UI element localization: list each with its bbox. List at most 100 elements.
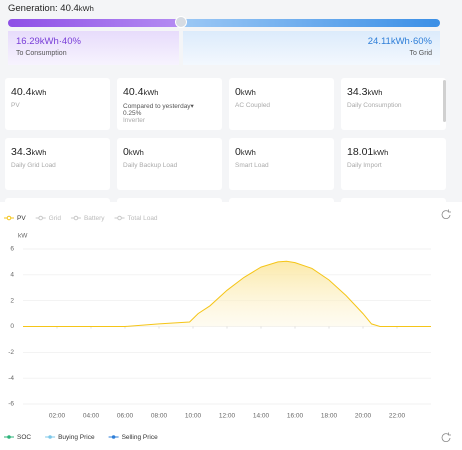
- stat-unit: kWh: [128, 148, 144, 157]
- legend-label[interactable]: Buying Price: [58, 434, 95, 441]
- legend-marker: [48, 435, 52, 439]
- consumption-box: 16.29kWh·40% To Consumption: [8, 31, 179, 65]
- x-tick-label: 20:00: [355, 413, 372, 420]
- stat-card: 0kWh AC Coupled: [229, 78, 334, 130]
- stat-card: 0kWh Smart Load: [229, 138, 334, 190]
- y-tick-label: -6: [8, 401, 14, 408]
- stat-unit: kWh: [31, 88, 47, 97]
- stat-label: Inverter: [123, 117, 146, 124]
- stat-card: 34.3kWh Daily Grid Load: [5, 138, 110, 190]
- y-tick-label: -4: [8, 375, 14, 382]
- grid-value: 24.11kWh·60%: [367, 36, 432, 47]
- stat-card: 0kWh Daily Backup Load: [117, 138, 222, 190]
- stat-unit: kWh: [373, 148, 389, 157]
- stat-unit: kWh: [240, 88, 256, 97]
- stat-label: Daily Grid Load: [11, 162, 56, 169]
- legend-label[interactable]: Battery: [84, 215, 105, 222]
- legend-marker: [111, 435, 116, 439]
- stat-card: 18.01kWh Daily Import: [341, 138, 446, 190]
- summary-panel: Generation: 40.4kWh 16.29kWh·40% To Cons…: [0, 0, 462, 202]
- x-tick-label: 10:00: [185, 413, 202, 420]
- split-handle[interactable]: [174, 16, 187, 28]
- x-tick-label: 08:00: [151, 413, 168, 420]
- x-tick-label: 18:00: [321, 413, 338, 420]
- x-tick-label: 06:00: [117, 413, 134, 420]
- stat-card: 0kWh: [341, 198, 446, 202]
- stat-value: 34.3kWh: [347, 86, 440, 98]
- stat-label: Daily Consumption: [347, 102, 402, 109]
- split-bar: [8, 19, 440, 27]
- stat-card: 40.4kWh PV: [5, 78, 110, 130]
- stat-card: 40.4kWh Compared to yesterday▾ 0.25% Invert…: [117, 78, 222, 130]
- legend-marker: [6, 215, 12, 221]
- x-tick-label: 22:00: [389, 413, 406, 420]
- consumption-value: 16.29kWh·40%: [16, 36, 81, 47]
- y-tick-label: -2: [8, 349, 14, 356]
- x-tick-label: 02:00: [49, 413, 66, 420]
- stat-unit: kWh: [31, 148, 47, 157]
- consumption-label: To Consumption: [16, 50, 67, 57]
- generation-label: Generation:: [8, 3, 58, 14]
- stat-value: 40.4kWh: [11, 86, 104, 98]
- legend-label[interactable]: Total Load: [128, 215, 158, 222]
- consumption-bar: [8, 19, 181, 27]
- stat-value: 0kWh: [123, 146, 216, 158]
- stat-value: 34.3kWh: [11, 146, 104, 158]
- y-tick-label: 6: [10, 246, 14, 253]
- pv-area: [23, 261, 431, 327]
- chart: PV Grid Battery Total Load kW -6 -4 -2 0 2 4 6 02:00…: [4, 209, 451, 442]
- refresh-icon[interactable]: [441, 432, 451, 442]
- stat-value: 18.01kWh: [347, 146, 440, 158]
- legend-label[interactable]: SOC: [17, 434, 31, 441]
- legend-label[interactable]: Grid: [49, 215, 62, 222]
- stat-card: 0kWh: [117, 198, 222, 202]
- stat-label: PV: [11, 102, 20, 109]
- x-tick-label: 16:00: [287, 413, 304, 420]
- stat-number: 40.4: [123, 86, 144, 98]
- stat-unit: kWh: [367, 88, 383, 97]
- stat-number: 34.3: [11, 146, 32, 158]
- legend-label[interactable]: Selling Price: [122, 434, 159, 441]
- stat-card: 24.11kWh: [5, 198, 110, 202]
- legend-marker: [73, 215, 79, 221]
- generation-unit: kWh: [78, 4, 94, 13]
- grid-box: 24.11kWh·60% To Grid: [182, 31, 440, 65]
- stat-card: 34.3kWh Daily Consumption: [341, 78, 446, 130]
- legend-marker: [117, 215, 122, 221]
- stat-unit: kWh: [143, 88, 159, 97]
- stat-number: 0: [235, 86, 241, 98]
- generation: Generation: 40.4kWh: [8, 3, 94, 14]
- stat-unit: kWh: [240, 148, 256, 157]
- y-axis-title: kW: [18, 233, 28, 240]
- grid-label: To Grid: [409, 50, 432, 57]
- stat-label: AC Coupled: [235, 102, 271, 109]
- stat-number: 0: [123, 146, 129, 158]
- y-tick-label: 2: [10, 297, 14, 304]
- stat-number: 0: [235, 146, 241, 158]
- stat-value: 40.4kWh: [123, 86, 216, 98]
- stat-number: 34.3: [347, 86, 368, 98]
- x-tick-label: 12:00: [219, 413, 236, 420]
- series-line: [23, 260, 431, 327]
- generation-value: 40.4: [60, 3, 79, 14]
- stat-value: 0kWh: [235, 86, 328, 98]
- stat-number: 18.01: [347, 146, 374, 158]
- compare-label: Compared to yesterday▾: [123, 103, 194, 110]
- refresh-icon[interactable]: [441, 209, 451, 219]
- stat-label: Daily Backup Load: [123, 162, 178, 169]
- x-tick-label: 04:00: [83, 413, 100, 420]
- scrollbar[interactable]: [443, 80, 446, 122]
- legend-label[interactable]: PV: [17, 215, 26, 222]
- stat-label: Smart Load: [235, 162, 269, 169]
- stat-value: 0kWh: [235, 146, 328, 158]
- compare-change: 0.25%: [123, 110, 142, 117]
- y-tick-label: 4: [10, 272, 14, 279]
- stat-number: 40.4: [11, 86, 32, 98]
- grid-bar: [180, 19, 440, 27]
- x-tick-label: 14:00: [253, 413, 270, 420]
- legend-marker: [38, 215, 43, 221]
- y-tick-label: 0: [10, 323, 14, 330]
- legend-marker: [7, 435, 11, 439]
- stat-card: 0kWh: [229, 198, 334, 202]
